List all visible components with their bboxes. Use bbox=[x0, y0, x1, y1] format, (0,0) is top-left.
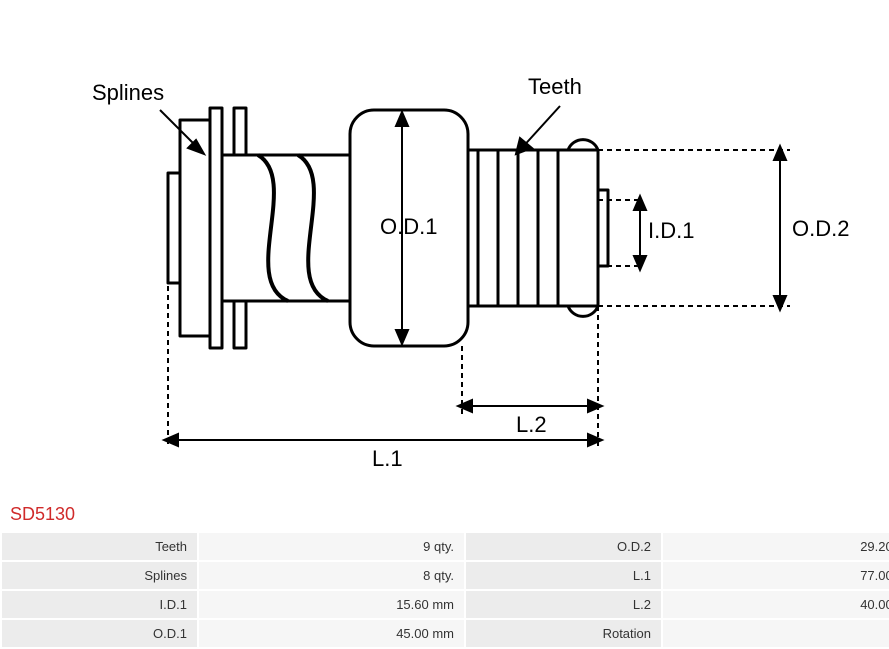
technical-diagram: O.D.1 Splines Teeth I.D.1 O.D.2 L.2 bbox=[0, 0, 889, 500]
spec-val: 9 qty. bbox=[199, 533, 464, 560]
diagram-container: O.D.1 Splines Teeth I.D.1 O.D.2 L.2 bbox=[0, 0, 889, 500]
label-id1: I.D.1 bbox=[648, 218, 694, 243]
label-l2: L.2 bbox=[516, 412, 547, 437]
label-l1: L.1 bbox=[372, 446, 403, 471]
spec-key: I.D.1 bbox=[2, 591, 197, 618]
spec-key: L.1 bbox=[466, 562, 661, 589]
spec-table: Teeth9 qty.O.D.229.20 mmSplines8 qty.L.1… bbox=[0, 531, 889, 649]
table-row: Splines8 qty.L.177.00 mm bbox=[2, 562, 889, 589]
label-od2: O.D.2 bbox=[792, 216, 849, 241]
spec-key: Teeth bbox=[2, 533, 197, 560]
part-number: SD5130 bbox=[0, 500, 889, 531]
spec-val: 29.20 mm bbox=[663, 533, 889, 560]
table-row: Teeth9 qty.O.D.229.20 mm bbox=[2, 533, 889, 560]
spec-val: 77.00 mm bbox=[663, 562, 889, 589]
spec-val: 8 qty. bbox=[199, 562, 464, 589]
spec-key: Splines bbox=[2, 562, 197, 589]
spec-val: 40.00 mm bbox=[663, 591, 889, 618]
label-od1: O.D.1 bbox=[380, 214, 437, 239]
table-row: I.D.115.60 mmL.240.00 mm bbox=[2, 591, 889, 618]
spec-key: L.2 bbox=[466, 591, 661, 618]
spec-val: 15.60 mm bbox=[199, 591, 464, 618]
spec-key: O.D.2 bbox=[466, 533, 661, 560]
label-teeth: Teeth bbox=[528, 74, 582, 99]
label-splines: Splines bbox=[92, 80, 164, 105]
